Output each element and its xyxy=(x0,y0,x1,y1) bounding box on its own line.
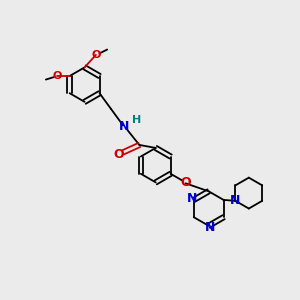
Text: O: O xyxy=(180,176,191,189)
Text: O: O xyxy=(113,148,124,161)
Text: N: N xyxy=(205,221,215,234)
Text: H: H xyxy=(132,115,142,125)
Text: N: N xyxy=(187,192,197,205)
Text: N: N xyxy=(119,120,130,133)
Text: O: O xyxy=(52,71,62,81)
Text: O: O xyxy=(91,50,101,60)
Text: N: N xyxy=(230,194,241,207)
